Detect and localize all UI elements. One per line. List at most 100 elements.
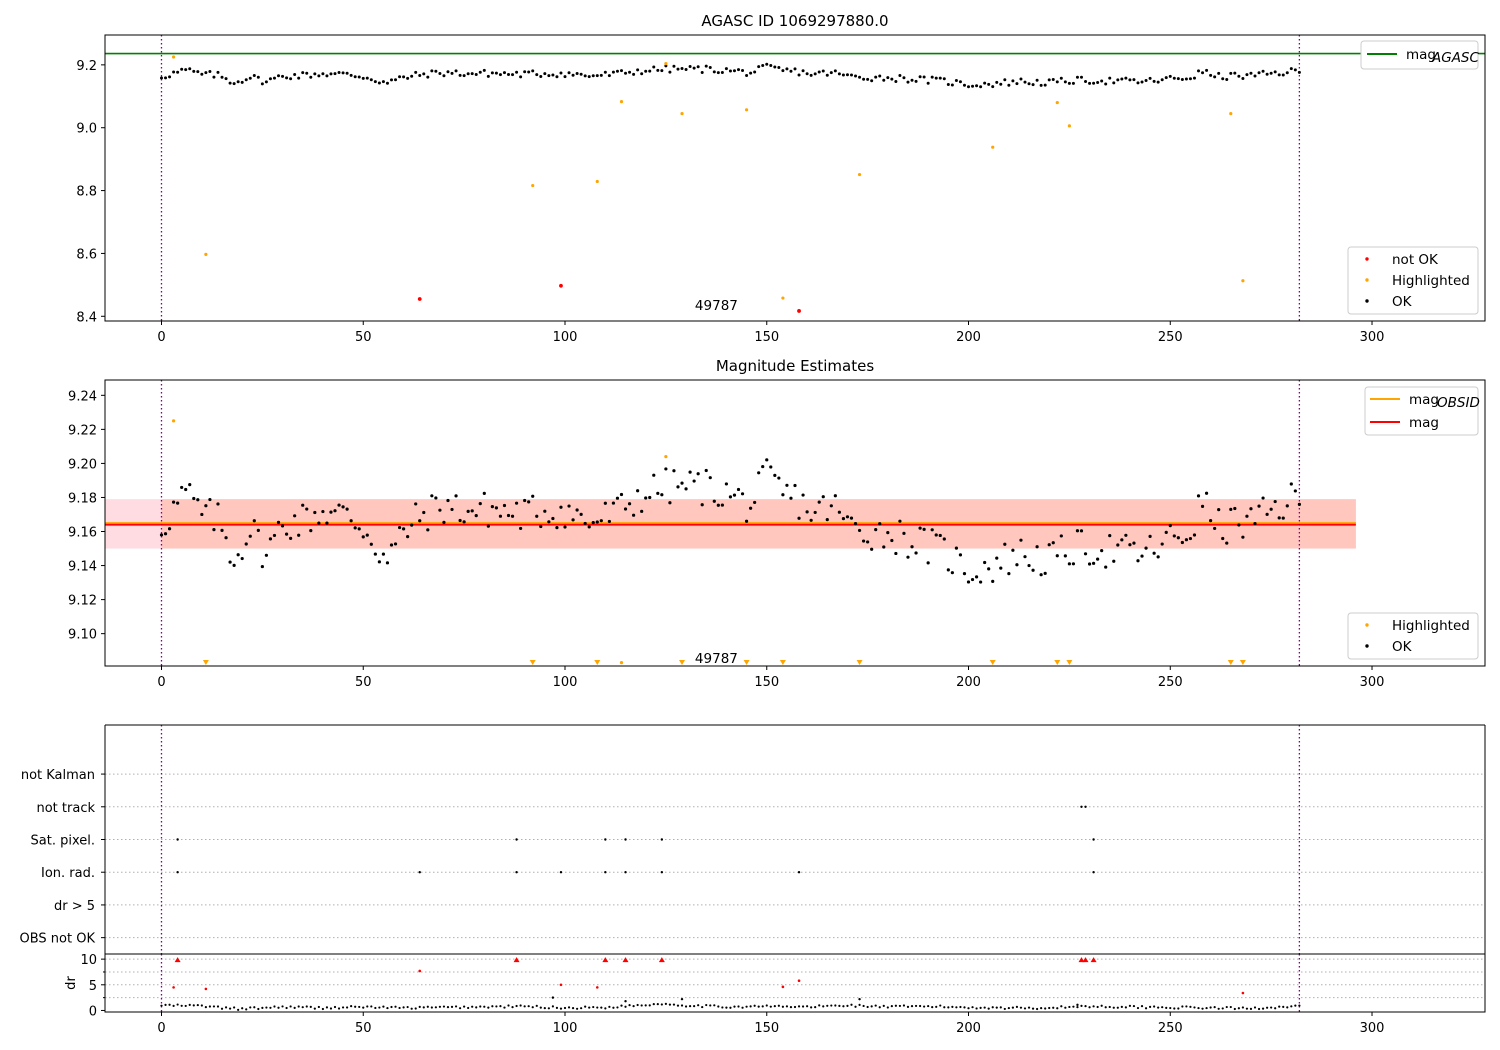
dr-not-ok-point [781, 985, 785, 989]
ok-point [1257, 71, 1261, 75]
ok-point [878, 74, 882, 78]
ok-point [1015, 563, 1019, 567]
ok-point [321, 509, 325, 514]
ok-point [1075, 529, 1080, 533]
ok-point [1269, 71, 1273, 75]
flag-point [1084, 805, 1087, 808]
dr-ok-point [233, 1006, 236, 1009]
ok-point [1108, 76, 1112, 80]
ok-point [353, 75, 357, 79]
ok-point [377, 81, 381, 85]
ok-point [664, 467, 668, 471]
ok-point [773, 65, 777, 69]
ok-point [611, 501, 616, 505]
dr-ok-point [321, 1007, 324, 1011]
flag-category-label: OBS not OK [20, 932, 96, 947]
dr-ok-point [745, 1005, 748, 1008]
dr-ok-point [701, 1005, 704, 1009]
ok-point [789, 496, 793, 500]
dr-ok-point [636, 1003, 639, 1007]
dr-ok-point [273, 1005, 276, 1008]
ok-point [720, 71, 724, 75]
ok-point [1116, 78, 1120, 82]
dr-ok-point [1261, 1007, 1265, 1010]
ok-point [712, 70, 716, 74]
ok-point [176, 501, 180, 505]
dr-ok-point [228, 1007, 232, 1010]
ok-point [507, 72, 511, 76]
dr-ok-point [656, 1003, 659, 1006]
ok-point [837, 72, 841, 76]
ok-point [164, 76, 168, 80]
ok-point [559, 71, 563, 75]
ok-point [313, 510, 317, 515]
ok-point [910, 78, 914, 82]
dr-ok-point [1124, 1006, 1127, 1009]
ok-point [1164, 76, 1168, 80]
flag-point [176, 871, 179, 874]
ok-point [849, 516, 854, 520]
x-tick-label: 200 [956, 675, 981, 690]
ok-point [1237, 74, 1241, 78]
ok-point [741, 68, 745, 72]
dr-clipped-marker [513, 957, 520, 963]
y-tick-label: 8.4 [76, 310, 97, 325]
legend-box [1347, 246, 1479, 315]
ok-point [559, 505, 563, 509]
ok-point [753, 70, 757, 74]
ok-point [728, 69, 732, 73]
dr-ok-point [467, 1006, 470, 1010]
legend-label: OK [1392, 294, 1413, 310]
dr-ok-point [592, 1005, 595, 1009]
ok-point [442, 74, 446, 78]
highlighted-point [1067, 124, 1071, 128]
ok-point [930, 528, 934, 532]
dr-ok-point [495, 1005, 498, 1008]
ok-point [769, 465, 773, 469]
ok-point [410, 74, 414, 78]
ok-point [1031, 83, 1035, 87]
ok-point [1213, 75, 1217, 79]
ok-point [983, 81, 987, 85]
ok-point [1209, 518, 1213, 523]
ok-point [684, 68, 688, 72]
ok-point [1209, 73, 1213, 77]
dr-ok-point [531, 1006, 534, 1009]
ok-point [543, 72, 547, 76]
ok-point [740, 492, 745, 496]
ok-point [301, 71, 305, 75]
ok-point [494, 71, 498, 75]
ok-point [946, 568, 950, 572]
ok-point [571, 73, 575, 77]
ok-point [894, 79, 898, 83]
dr-ok-point [350, 1005, 353, 1008]
ok-point [757, 65, 761, 69]
ok-point [494, 506, 499, 510]
ok-point [527, 500, 531, 504]
axes-frame [104, 379, 1486, 667]
ok-point [406, 76, 410, 80]
ok-point [696, 472, 700, 476]
ok-point [688, 64, 692, 68]
dr-ok-point [854, 1005, 857, 1008]
dr-ok-point [366, 1005, 369, 1008]
ok-point [220, 75, 224, 79]
ok-point [716, 503, 720, 507]
ok-point [777, 476, 781, 480]
dr-ok-point [519, 1004, 522, 1007]
ok-point [1140, 80, 1144, 84]
x-tick-label: 100 [553, 1021, 578, 1036]
y-tick-label: 5 [89, 979, 97, 994]
dr-ok-point [826, 1004, 829, 1007]
ok-point [256, 528, 260, 532]
legend-marker [1365, 644, 1369, 648]
ok-point [1281, 73, 1285, 77]
dr-ok-point [1257, 1007, 1261, 1011]
ok-point [934, 533, 938, 537]
dr-ok-point [1112, 1006, 1115, 1009]
dr-ok-point [1003, 1007, 1006, 1011]
dr-ok-point [188, 1003, 191, 1006]
ok-point [1249, 507, 1253, 511]
dr-ok-point [684, 1005, 688, 1008]
ok-point [1188, 77, 1192, 81]
